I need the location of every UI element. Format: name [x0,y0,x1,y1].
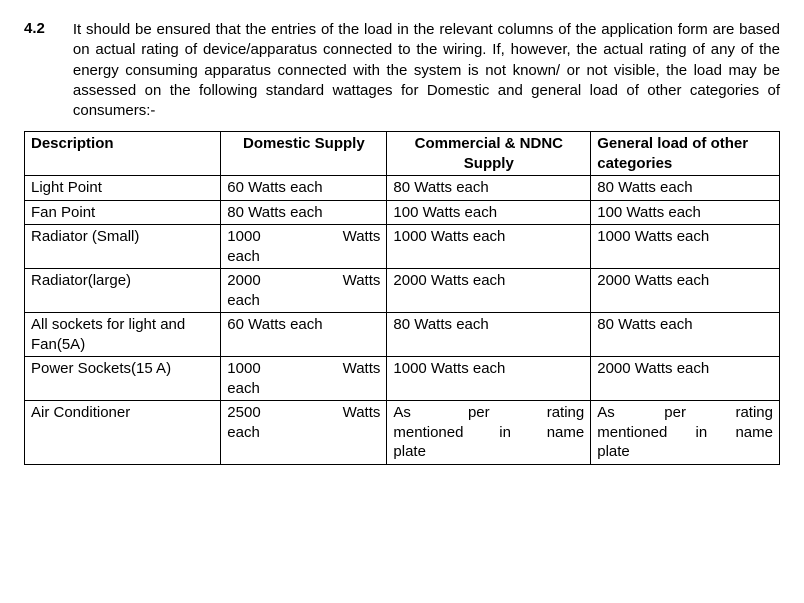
table-row: Power Sockets(15 A) 1000 Watts each 1000… [25,357,780,401]
cell-domestic: 60 Watts each [221,176,387,201]
cell-description: Radiator (Small) [25,225,221,269]
cell-commercial: 100 Watts each [387,200,591,225]
header-description: Description [25,132,221,176]
header-commercial: Commercial & NDNC Supply [387,132,591,176]
cell-description: All sockets for light and Fan(5A) [25,313,221,357]
wattage-suffix: each [227,379,380,399]
text-part: As [597,404,615,421]
cell-domestic: 1000 Watts each [221,225,387,269]
text-part: plate [597,442,773,462]
text-part: rating [547,404,585,421]
text-part: mentioned in name [597,423,773,443]
table-row: Air Conditioner 2500 Watts each As per r… [25,401,780,465]
cell-commercial: 80 Watts each [387,176,591,201]
cell-commercial: 1000 Watts each [387,357,591,401]
wattage-value: 2000 [227,272,260,289]
table-row: Radiator(large) 2000 Watts each 2000 Wat… [25,269,780,313]
cell-general: 80 Watts each [591,176,780,201]
wattage-value: 2500 [227,404,260,421]
section-4-2: 4.2 It should be ensured that the entrie… [24,20,780,121]
table-header-row: Description Domestic Supply Commercial &… [25,132,780,176]
cell-general: 2000 Watts each [591,269,780,313]
table-row: Radiator (Small) 1000 Watts each 1000 Wa… [25,225,780,269]
cell-domestic: 2000 Watts each [221,269,387,313]
cell-general: 1000 Watts each [591,225,780,269]
cell-description: Fan Point [25,200,221,225]
cell-domestic: 2500 Watts each [221,401,387,465]
text-part: rating [735,404,773,421]
cell-domestic: 1000 Watts each [221,357,387,401]
wattage-suffix: each [227,423,380,443]
cell-general: 2000 Watts each [591,357,780,401]
cell-domestic: 80 Watts each [221,200,387,225]
cell-description: Power Sockets(15 A) [25,357,221,401]
cell-commercial: 2000 Watts each [387,269,591,313]
section-body-text: It should be ensured that the entries of… [73,20,780,121]
table-row: Light Point 60 Watts each 80 Watts each … [25,176,780,201]
wattage-suffix: each [227,247,380,267]
wattage-unit: Watts [343,272,381,289]
cell-general: 80 Watts each [591,313,780,357]
text-part: As [393,404,411,421]
cell-description: Radiator(large) [25,269,221,313]
wattage-unit: Watts [343,360,381,377]
cell-commercial: 1000 Watts each [387,225,591,269]
cell-general: As per rating mentioned in name plate [591,401,780,465]
wattage-unit: Watts [343,228,381,245]
cell-commercial: As per rating mentioned in name plate [387,401,591,465]
text-part: per [664,404,686,421]
wattage-unit: Watts [343,404,381,421]
section-number: 4.2 [24,20,45,121]
cell-domestic: 60 Watts each [221,313,387,357]
text-part: plate [393,442,584,462]
cell-general: 100 Watts each [591,200,780,225]
table-row: All sockets for light and Fan(5A) 60 Wat… [25,313,780,357]
header-general: General load of other categories [591,132,780,176]
cell-description: Air Conditioner [25,401,221,465]
table-row: Fan Point 80 Watts each 100 Watts each 1… [25,200,780,225]
wattage-table: Description Domestic Supply Commercial &… [24,131,780,465]
header-domestic: Domestic Supply [221,132,387,176]
text-part: per [468,404,490,421]
cell-description: Light Point [25,176,221,201]
text-part: mentioned in name [393,423,584,443]
cell-commercial: 80 Watts each [387,313,591,357]
wattage-suffix: each [227,291,380,311]
wattage-value: 1000 [227,360,260,377]
wattage-value: 1000 [227,228,260,245]
